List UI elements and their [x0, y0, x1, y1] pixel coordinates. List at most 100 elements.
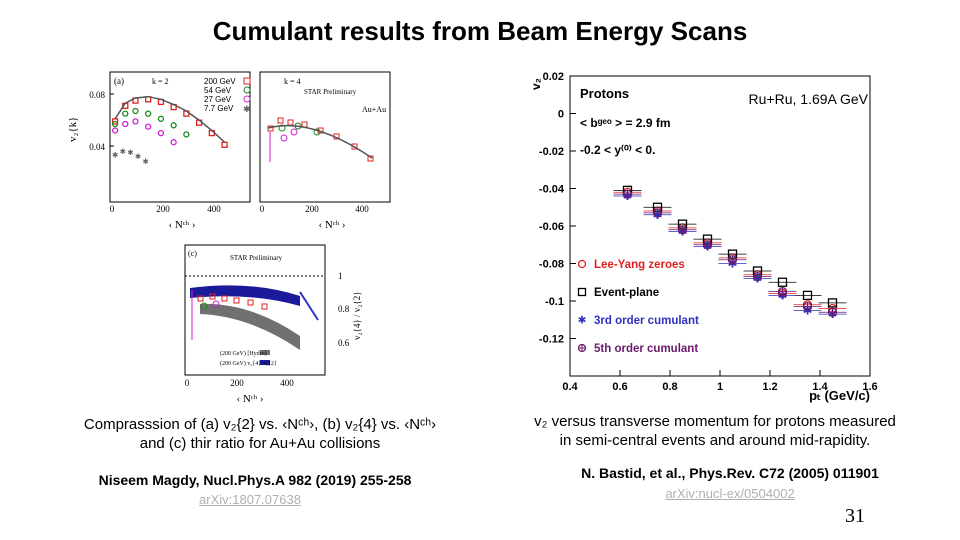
data-point: [200, 302, 208, 310]
data-point: [233, 297, 240, 304]
x-tick-label: 0.6: [612, 381, 627, 393]
y-ticks: 0.02 0 -0.02 -0.04 -0.06 -0.08 -0.1 -0.12: [539, 71, 576, 346]
left-arxiv-link[interactable]: arXiv:1807.07638: [199, 492, 301, 507]
data-point: [351, 143, 358, 150]
y-tick-label: -0.02: [539, 146, 564, 158]
panel-b-xtick: 200: [305, 204, 319, 214]
data-point: [278, 124, 286, 132]
legend-entry: 27 GeV: [204, 95, 232, 104]
panel-c-ytick: 1: [338, 271, 343, 281]
data-point: ✱: [135, 152, 142, 161]
data-point: [111, 127, 119, 134]
system-label: Ru+Ru, 1.69A GeV: [749, 91, 869, 107]
x-ticks: 0.4 0.6 0.8 1 1.2 1.4 1.6: [562, 370, 878, 393]
data-point: [212, 300, 220, 308]
panel-b-xtick: 0: [260, 204, 265, 214]
data-point: [111, 120, 119, 128]
data-point: [677, 225, 688, 235]
data-points: ✱✱✱✱✱✱✱✱ ✱: [613, 185, 847, 321]
left-figure-top: 0.08 0.04 v₂{k} 0 200 400 ‹ Nᶜʰ › 0 200 …: [67, 71, 391, 231]
panel-c-frame: [184, 244, 326, 376]
data-point: [727, 255, 738, 265]
legend-marker: [243, 95, 251, 103]
data-point: [802, 301, 813, 312]
hydro-band: [267, 124, 373, 159]
data-point: [827, 298, 838, 308]
panel-c-prelim: STAR Preliminary: [230, 254, 283, 262]
data-point: ✱: [120, 147, 127, 156]
left-caption-line1: Comprasssion of (a) v₂{2} vs. ‹Nᶜʰ›, (b)…: [83, 416, 437, 433]
data-point: [221, 141, 228, 148]
legend-entry: 3rd order cumulant: [594, 315, 699, 327]
legend-swatch: [260, 360, 270, 365]
hydro-band-blue: [190, 285, 300, 306]
data-point: [132, 107, 139, 115]
right-citation: N. Bastid, et al., Phys.Rev. C72 (2005) …: [581, 465, 879, 481]
right-caption-line1: v₂ versus transverse momentum for proton…: [534, 413, 896, 430]
data-point: [122, 110, 129, 117]
panel-a-frame: [109, 71, 251, 203]
left-citation: Niseem Magdy, Nucl.Phys.A 982 (2019) 255…: [98, 472, 412, 488]
panel-c-xtick: 200: [230, 378, 244, 388]
cut-label-1: < bᵍᵉᵒ > = 2.9 fm: [580, 116, 671, 130]
legend-entry: Lee-Yang zeroes: [594, 259, 685, 271]
panel-a-xtick: 0: [110, 204, 115, 214]
legend: Lee-Yang zeroes Event-plane ✱ 3rd order cum…: [578, 259, 699, 355]
left-figure-bottom: (c) STAR Preliminary 1 0.8 0.6 v₂{4} / v…: [184, 244, 362, 405]
legend-marker: [243, 77, 251, 85]
legend-entry: 54 GeV: [204, 86, 232, 95]
legend-swatch: [260, 350, 270, 355]
panel-b-xlabel: ‹ Nᶜʰ ›: [318, 219, 345, 231]
data-point: [170, 122, 177, 129]
data-point: [777, 277, 788, 287]
data-point: ✱: [142, 157, 149, 166]
panel-c-xtick: 400: [280, 378, 294, 388]
data-band-gray: [200, 303, 300, 350]
data-point: [145, 123, 152, 130]
data-point: [261, 303, 268, 310]
panel-a-ytick: 0.08: [89, 90, 105, 100]
data-point: [280, 134, 288, 142]
legend-marker: ✱: [243, 104, 251, 114]
legend-marker: [243, 86, 251, 94]
data-point: [132, 118, 139, 125]
right-arxiv-link[interactable]: arXiv:nucl-ex/0504002: [665, 486, 795, 501]
data-point: [209, 293, 216, 300]
data-point: [267, 125, 274, 132]
panel-b-frame: [259, 71, 391, 203]
cut-label-2: -0.2 < y⁽⁰⁾ < 0.: [580, 143, 655, 157]
right-caption: v₂ versus transverse momentum for proton…: [505, 412, 925, 450]
hydro-curve: [114, 95, 226, 143]
x-tick-label: 0.4: [562, 381, 578, 393]
right-chart: v₂ Protons Ru+Ru, 1.69A GeV < bᵍᵉᵒ > = 2…: [529, 71, 878, 403]
panel-c-points: [191, 290, 268, 340]
data-point: [827, 307, 838, 317]
data-point: [157, 115, 165, 122]
slide-number: 31: [845, 505, 865, 527]
y-axis-label: v₂: [529, 78, 543, 90]
panel-c-legend: (200 GeV) [Hydro]: [220, 350, 267, 357]
x-tick-label: 1.2: [762, 381, 777, 393]
data-point: [367, 155, 374, 162]
panel-a-label: (a): [114, 76, 124, 86]
data-point: [170, 139, 177, 146]
y-tick-label: -0.08: [539, 259, 564, 271]
panel-c-ytick: 0.8: [338, 304, 350, 314]
data-point: [221, 295, 228, 302]
panel-a-xtick: 200: [156, 204, 170, 214]
legend-entry: 7.7 GeV: [204, 104, 234, 113]
panel-c-label: (c): [188, 249, 197, 258]
data-point: [157, 129, 165, 137]
y-tick-label: -0.12: [539, 334, 564, 346]
data-point: [122, 120, 129, 128]
data-point: [752, 271, 763, 282]
particle-label: Protons: [580, 86, 629, 101]
data-point: [577, 343, 587, 353]
right-caption-line2: in semi-central events and around mid-ra…: [559, 432, 871, 449]
y-tick-label: -0.04: [539, 184, 565, 196]
y-tick-label: -0.1: [545, 296, 564, 308]
data-point: [247, 299, 254, 306]
x-tick-label: 1.6: [862, 381, 877, 393]
panel-c-xlabel: ‹ Nᶜʰ ›: [236, 393, 263, 405]
data-point: [777, 286, 788, 297]
